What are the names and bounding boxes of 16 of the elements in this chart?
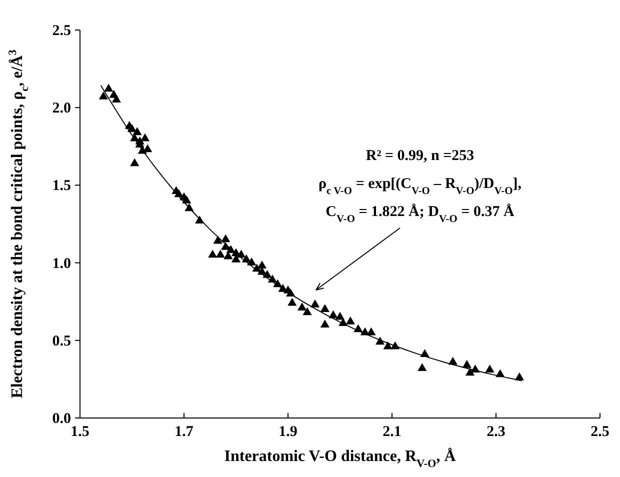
annotation: C$_{V-O}$ = 1.822 Å; D$_{V-O}$ = 0.37 Å (326, 203, 514, 224)
x-tick-label: 1.9 (278, 424, 298, 440)
y-tick-label: 0.0 (52, 411, 71, 427)
y-tick-label: 0.5 (52, 333, 71, 350)
x-tick-label: 1.5 (70, 424, 90, 440)
x-tick-label: 2.1 (382, 424, 402, 440)
y-tick-label: 1.5 (52, 178, 71, 194)
y-tick-label: 1.0 (52, 256, 71, 272)
x-tick-label: 2.5 (590, 424, 610, 440)
annotation: R² = 0.99, n =253 (366, 148, 474, 164)
y-tick-label: 2.0 (52, 100, 71, 117)
y-tick-label: 2.5 (52, 23, 71, 39)
x-tick-label: 1.7 (174, 424, 194, 440)
text: ρ$_{c V-O}$ = exp[(C$_{V-O}$ – R$_{V-O}$)/D$_{V-O}$], (318, 176, 522, 196)
x-axis-title: Interatomic V-O distance, R$_{V-O}$, Å (224, 447, 456, 470)
x-tick-label: 2.3 (486, 424, 506, 440)
